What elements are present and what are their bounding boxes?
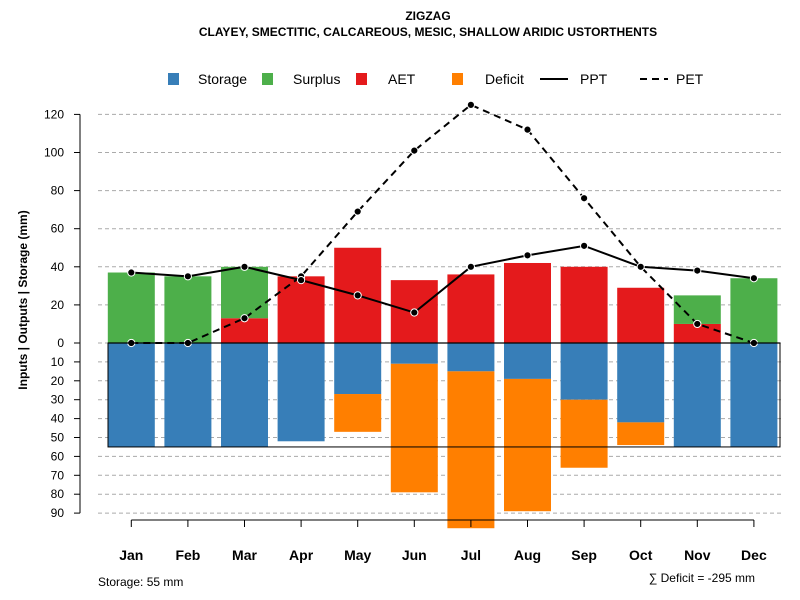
legend-deficit-label: Deficit <box>485 71 524 87</box>
storage-bar <box>617 343 665 423</box>
legend-aet-swatch <box>356 73 367 85</box>
y-tick-label: 20 <box>51 374 65 388</box>
x-tick-label: Jan <box>119 547 143 563</box>
deficit-note: ∑ Deficit = -295 mm <box>649 571 755 585</box>
legend-storage-label: Storage <box>198 71 247 87</box>
surplus-bar <box>164 276 212 343</box>
surplus-bar <box>730 278 778 343</box>
x-tick-label: Aug <box>514 547 541 563</box>
ppt-line <box>131 244 755 314</box>
y-tick-label: 10 <box>51 355 65 369</box>
ppt-line-point <box>693 266 702 275</box>
x-tick-label: Oct <box>629 547 653 563</box>
x-tick-label: Jun <box>402 547 427 563</box>
x-tick-label: Jul <box>461 547 481 563</box>
storage-bar <box>164 343 212 447</box>
ppt-line-point <box>466 262 475 271</box>
line-layer <box>127 100 759 348</box>
deficit-bar <box>504 378 551 512</box>
y-tick-label: 20 <box>51 298 65 312</box>
y-tick-label: 50 <box>51 431 65 445</box>
ppt-line-point <box>240 262 249 271</box>
deficit-bar <box>334 394 382 432</box>
y-tick-label: 0 <box>57 336 64 350</box>
legend-surplus-swatch <box>262 73 273 85</box>
storage-bar <box>673 343 721 447</box>
pet-line-point <box>410 146 419 155</box>
legend-ppt-label: PPT <box>580 71 608 87</box>
pet-line-point <box>353 207 362 216</box>
storage-bar <box>447 343 495 372</box>
storage-bar <box>560 343 608 400</box>
aet-bar <box>447 274 495 343</box>
storage-note: Storage: 55 mm <box>98 575 183 589</box>
x-tick-label: May <box>344 547 371 563</box>
x-tick-label: Apr <box>289 547 314 563</box>
legend-storage-swatch <box>168 73 179 85</box>
ppt-line-point <box>580 241 589 250</box>
surplus-bar <box>221 266 268 319</box>
aet-bar <box>277 276 325 343</box>
pet-line <box>131 103 755 344</box>
storage-bar <box>277 343 325 442</box>
deficit-bar <box>447 371 495 529</box>
legend: Storage Surplus AET Deficit PPT PET <box>168 71 704 87</box>
storage-bar <box>504 343 551 379</box>
y-tick-label: 100 <box>44 146 64 160</box>
legend-surplus-label: Surplus <box>293 71 340 87</box>
legend-pet-label: PET <box>676 71 704 87</box>
ppt-line-point <box>636 262 645 271</box>
x-tick-label: Mar <box>232 547 257 563</box>
aet-bar <box>560 266 608 343</box>
y-tick-label: 30 <box>51 393 65 407</box>
pet-line-point <box>693 319 702 329</box>
ppt-line-point <box>297 276 306 285</box>
y-tick-label: 90 <box>51 506 65 520</box>
deficit-bar <box>617 422 665 446</box>
ppt-line-point <box>749 274 759 283</box>
storage-bar <box>221 343 268 447</box>
chart-title: ZIGZAG <box>405 9 450 23</box>
y-tick-label: 40 <box>51 412 65 426</box>
ppt-line-point <box>523 251 532 260</box>
storage-bar <box>390 343 438 364</box>
pet-line-point <box>523 125 532 134</box>
aet-bar <box>504 262 551 343</box>
x-tick-label: Feb <box>175 547 200 563</box>
x-tick-label: Dec <box>741 547 767 563</box>
y-tick-label: 80 <box>51 487 65 501</box>
pet-line-point <box>240 314 249 323</box>
axes: 0 20 40 60 80 100 120 10 20 30 40 50 60 70 80 90 Jan Feb M… <box>44 107 780 563</box>
pet-line-point <box>466 100 475 109</box>
ppt-line-point <box>127 268 136 277</box>
y-tick-label: 70 <box>51 468 65 482</box>
y-tick-label: 40 <box>51 260 65 274</box>
y-tick-label: 120 <box>44 107 64 121</box>
x-tick-label: Nov <box>684 547 711 563</box>
aet-bar <box>221 318 268 343</box>
legend-aet-label: AET <box>388 71 416 87</box>
y-tick-label: 80 <box>51 184 65 198</box>
deficit-bar <box>390 363 438 493</box>
storage-bar <box>107 343 155 447</box>
deficit-bar <box>560 399 608 468</box>
bar-layer <box>107 247 781 529</box>
y-tick-label: 60 <box>51 222 65 236</box>
legend-deficit-swatch <box>452 73 463 85</box>
ppt-line-point <box>410 308 419 317</box>
ppt-line-point <box>183 272 192 281</box>
aet-bar <box>617 287 665 343</box>
surplus-bar <box>107 272 155 343</box>
pet-line-point <box>580 194 589 203</box>
x-tick-label: Sep <box>571 547 597 563</box>
aet-bar <box>673 323 721 343</box>
storage-bar <box>730 343 778 447</box>
y-axis-label: Inputs | Outputs | Storage (mm) <box>16 210 30 389</box>
ppt-line-point <box>353 291 362 300</box>
surplus-bar <box>673 295 721 324</box>
chart-subtitle: CLAYEY, SMECTITIC, CALCAREOUS, MESIC, SH… <box>199 25 657 39</box>
storage-bar <box>334 343 382 395</box>
y-tick-label: 60 <box>51 449 65 463</box>
